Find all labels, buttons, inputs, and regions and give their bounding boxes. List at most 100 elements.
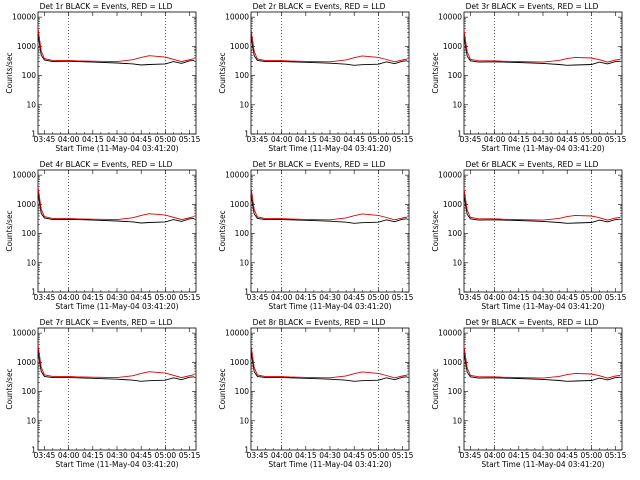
x-tick-label: 05:00 [581, 293, 603, 302]
x-tick-label: 05:15 [179, 293, 201, 302]
plot-frame [463, 327, 623, 451]
x-tick-label: 05:15 [179, 451, 201, 460]
x-tick-label: 04:45 [343, 451, 365, 460]
x-tick-label: 04:30 [319, 451, 341, 460]
x-tick-label: 04:30 [319, 135, 341, 144]
y-axis-label: Counts/sec [5, 52, 14, 93]
x-tick-label: 04:00 [271, 135, 293, 144]
x-tick-label: 03:45 [247, 135, 269, 144]
x-axis-label: Start Time (11-May-04 03:41:20) [268, 144, 391, 153]
x-tick-label: 04:30 [319, 293, 341, 302]
chart-title: Det 2r BLACK = Events, RED = LLD [253, 2, 386, 11]
y-tick-label: 10000 [225, 13, 249, 22]
series-lld-line [463, 346, 621, 379]
series-events-line [463, 36, 621, 66]
y-tick-label: 1 [244, 446, 249, 455]
y-axis-label: Counts/sec [218, 52, 227, 93]
plot-frame [250, 169, 410, 293]
x-tick-label: 04:45 [556, 135, 578, 144]
x-tick-label: 04:45 [343, 135, 365, 144]
x-tick-label: 04:00 [484, 135, 506, 144]
x-tick-label: 04:45 [556, 451, 578, 460]
chart-title: Det 3r BLACK = Events, RED = LLD [466, 2, 599, 11]
y-tick-label: 10000 [225, 171, 249, 180]
y-tick-label: 10000 [438, 329, 462, 338]
chart-panel-7: Det 7r BLACK = Events, RED = LLD 1 10 100 10… [5, 318, 201, 469]
x-tick-label: 04:15 [295, 451, 317, 460]
chart-title: Det 9r BLACK = Events, RED = LLD [466, 318, 599, 327]
y-tick-label: 10000 [438, 13, 462, 22]
x-axis-label: Start Time (11-May-04 03:41:20) [55, 302, 178, 311]
y-tick-label: 1000 [230, 200, 249, 209]
chart-panel-1: Det 1r BLACK = Events, RED = LLD 1 10 100 10… [5, 2, 201, 153]
y-tick-label: 10000 [12, 171, 36, 180]
chart-panel-4: Det 4r BLACK = Events, RED = LLD 1 10 100 10… [5, 160, 201, 311]
y-tick-label: 1 [457, 130, 462, 139]
chart-title: Det 8r BLACK = Events, RED = LLD [253, 318, 386, 327]
x-tick-label: 04:30 [532, 293, 554, 302]
x-tick-label: 04:45 [556, 293, 578, 302]
x-tick-label: 04:30 [106, 293, 128, 302]
x-tick-label: 04:00 [58, 293, 80, 302]
x-tick-label: 04:00 [271, 293, 293, 302]
x-tick-label: 04:00 [271, 451, 293, 460]
y-tick-label: 100 [235, 387, 250, 396]
y-axis-label: Counts/sec [218, 368, 227, 409]
y-tick-label: 1000 [17, 42, 36, 51]
x-tick-label: 03:45 [34, 293, 56, 302]
x-tick-label: 05:15 [179, 135, 201, 144]
y-tick-label: 100 [22, 229, 37, 238]
x-tick-label: 05:00 [155, 293, 177, 302]
series-lld-line [250, 345, 408, 379]
y-tick-label: 100 [22, 71, 37, 80]
x-tick-label: 04:30 [532, 135, 554, 144]
x-tick-label: 05:15 [392, 135, 414, 144]
chart-title: Det 6r BLACK = Events, RED = LLD [466, 160, 599, 169]
x-tick-label: 04:15 [82, 451, 104, 460]
chart-panel-6: Det 6r BLACK = Events, RED = LLD 1 10 100 10… [431, 160, 627, 311]
plot-frame [250, 327, 410, 451]
x-tick-label: 03:45 [247, 293, 269, 302]
chart-panel-3: Det 3r BLACK = Events, RED = LLD 1 10 100 10… [431, 2, 627, 153]
y-axis-label: Counts/sec [5, 210, 14, 251]
y-tick-label: 100 [448, 71, 463, 80]
x-tick-label: 03:45 [460, 135, 482, 144]
y-tick-label: 1 [31, 446, 36, 455]
series-events-line [37, 351, 195, 382]
x-tick-label: 04:30 [106, 135, 128, 144]
x-tick-label: 05:00 [155, 135, 177, 144]
x-tick-label: 04:00 [58, 135, 80, 144]
series-events-line [250, 194, 408, 224]
x-axis-label: Start Time (11-May-04 03:41:20) [55, 460, 178, 469]
x-axis-label: Start Time (11-May-04 03:41:20) [268, 302, 391, 311]
y-tick-label: 1000 [443, 200, 462, 209]
x-tick-label: 04:15 [295, 135, 317, 144]
y-tick-label: 1 [31, 130, 36, 139]
series-lld-line [250, 187, 408, 221]
x-tick-label: 04:45 [130, 135, 152, 144]
y-axis-label: Counts/sec [431, 210, 440, 251]
y-tick-label: 10 [26, 258, 36, 267]
x-tick-label: 05:00 [368, 451, 390, 460]
x-tick-label: 05:00 [368, 135, 390, 144]
y-axis-label: Counts/sec [5, 368, 14, 409]
plot-frame [463, 11, 623, 135]
y-tick-label: 1 [457, 446, 462, 455]
y-tick-label: 100 [235, 71, 250, 80]
y-tick-label: 100 [448, 229, 463, 238]
y-tick-label: 10000 [12, 13, 36, 22]
x-tick-label: 04:15 [295, 293, 317, 302]
x-axis-label: Start Time (11-May-04 03:41:20) [481, 302, 604, 311]
y-tick-label: 10 [239, 100, 249, 109]
y-tick-label: 10 [452, 258, 462, 267]
x-axis-label: Start Time (11-May-04 03:41:20) [481, 144, 604, 153]
x-tick-label: 04:45 [130, 451, 152, 460]
chart-panel-8: Det 8r BLACK = Events, RED = LLD 1 10 100 10… [218, 318, 414, 469]
y-tick-label: 100 [448, 387, 463, 396]
x-tick-label: 05:00 [155, 451, 177, 460]
y-tick-label: 10 [452, 100, 462, 109]
y-axis-label: Counts/sec [218, 210, 227, 251]
chart-title: Det 7r BLACK = Events, RED = LLD [40, 318, 173, 327]
x-tick-label: 03:45 [460, 451, 482, 460]
